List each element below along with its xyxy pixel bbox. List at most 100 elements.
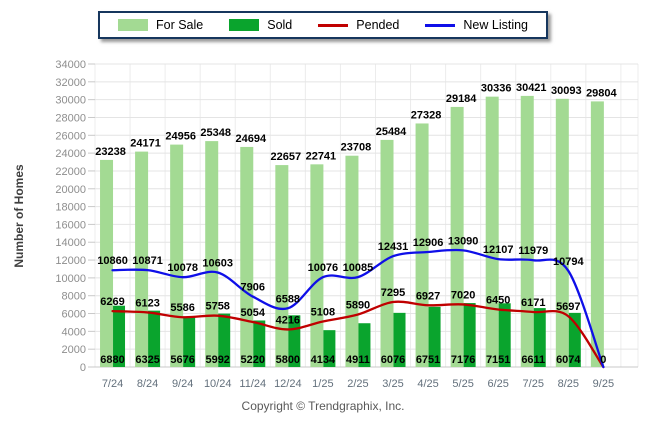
- pended-value-label: 5108: [311, 306, 335, 318]
- sold-value-label: 5676: [170, 354, 194, 366]
- new-listing-value-label: 10085: [343, 262, 374, 274]
- bar: [170, 144, 184, 367]
- for-sale-value-label: 22657: [271, 151, 302, 163]
- sold-value-label: 6074: [556, 354, 581, 366]
- x-tick-label: 10/24: [204, 378, 232, 390]
- bar: [323, 330, 336, 367]
- for-sale-value-label: 22741: [306, 150, 337, 162]
- y-axis-title: Number of Homes: [12, 164, 26, 268]
- bar: [463, 303, 476, 367]
- y-tick-label: 16000: [55, 219, 86, 231]
- sold-value-label: 7176: [451, 354, 475, 366]
- x-tick-label: 7/24: [102, 378, 123, 390]
- x-tick-label: 8/25: [558, 378, 579, 390]
- sold-swatch: [229, 19, 260, 31]
- legend-item-new-listing: New Listing: [425, 18, 528, 32]
- x-tick-label: 8/24: [137, 378, 158, 390]
- y-tick-label: 30000: [55, 95, 86, 107]
- legend-label: Pended: [356, 18, 400, 32]
- sold-value-label: 7151: [486, 354, 510, 366]
- new-listing-value-label: 10794: [553, 256, 584, 268]
- for-sale-value-label: 30336: [481, 83, 512, 95]
- new-listing-value-label: 10871: [132, 255, 163, 267]
- bar: [380, 139, 394, 367]
- y-tick-label: 22000: [55, 166, 86, 178]
- bar: [498, 303, 511, 367]
- pended-value-label: 6450: [486, 295, 510, 307]
- y-axis-ticks: 0 2000 4000 6000 8000 10000 12000 14000 16000 180…: [55, 59, 95, 374]
- pended-value-label: 6171: [521, 297, 545, 309]
- bar: [358, 323, 371, 367]
- bar: [240, 146, 254, 367]
- y-tick-label: 28000: [55, 112, 86, 124]
- sold-value-label: 5800: [276, 354, 300, 366]
- sold-value-label: 5220: [241, 354, 265, 366]
- for-sale-value-label: 25348: [200, 127, 231, 139]
- bar: [113, 305, 126, 367]
- pended-value-label: 6927: [416, 290, 440, 302]
- for-sale-value-label: 27328: [411, 109, 442, 121]
- bar: [533, 308, 546, 367]
- legend: For Sale Sold Pended New Listing: [97, 11, 549, 39]
- new-listing-value-label: 7906: [241, 282, 265, 294]
- x-tick-label: 6/25: [487, 378, 508, 390]
- sold-value-label: 6751: [416, 354, 440, 366]
- pended-value-label: 7020: [451, 289, 475, 301]
- y-tick-label: 32000: [55, 77, 86, 89]
- bar: [205, 141, 219, 367]
- x-tick-label: 3/25: [382, 378, 403, 390]
- bar: [275, 165, 289, 367]
- new-listing-value-label: 10078: [167, 262, 198, 274]
- x-tick-label: 2/25: [347, 378, 368, 390]
- legend-label: Sold: [267, 18, 293, 32]
- new-listing-value-label: 13090: [448, 235, 479, 247]
- y-tick-label: 24000: [55, 148, 86, 160]
- bar: [450, 106, 464, 367]
- bar: [555, 98, 569, 367]
- y-tick-label: 26000: [55, 130, 86, 142]
- pended-value-label: 5054: [241, 307, 266, 319]
- line-new-listing: [111, 248, 605, 369]
- y-tick-label: 10000: [55, 273, 86, 285]
- y-tick-label: 20000: [55, 184, 86, 196]
- sold-value-label: 6880: [100, 354, 124, 366]
- for-sale-value-label: 25484: [376, 126, 407, 138]
- y-tick-label: 8000: [62, 291, 86, 303]
- pended-value-label: 5697: [556, 301, 580, 313]
- y-tick-label: 14000: [55, 237, 86, 249]
- line-pended: [111, 300, 605, 369]
- bar: [520, 95, 534, 367]
- x-axis-labels: 7/24 8/24 9/24 10/24 11/24 12/24 1/25 2/25 3/25 4…: [102, 378, 614, 390]
- pended-value-label: 6123: [135, 297, 159, 309]
- legend-item-pended: Pended: [318, 18, 399, 32]
- bar: [218, 313, 231, 367]
- new-listing-value-label: 12431: [378, 241, 409, 253]
- pended-value-label: 5890: [346, 300, 370, 312]
- x-tick-label: 9/24: [172, 378, 193, 390]
- bar: [590, 101, 604, 367]
- bar: [428, 306, 441, 367]
- for-sale-value-label: 23708: [341, 142, 372, 154]
- bar: [100, 159, 114, 367]
- new-listing-value-label: 12107: [483, 244, 514, 256]
- sold-value-label: 4134: [311, 354, 336, 366]
- new-listing-value-label: 6588: [276, 293, 300, 305]
- y-tick-label: 12000: [55, 255, 86, 267]
- for-sale-value-label: 24694: [235, 133, 266, 145]
- sold-value-label: 4911: [346, 354, 370, 366]
- y-tick-label: 0: [80, 362, 86, 374]
- pended-swatch: [318, 23, 349, 27]
- y-tick-label: 34000: [55, 59, 86, 71]
- sold-value-label: 6325: [135, 354, 159, 366]
- bar: [485, 96, 499, 367]
- legend-item-sold: Sold: [229, 18, 292, 32]
- new-listing-value-label: 12906: [413, 237, 444, 249]
- y-tick-label: 6000: [62, 309, 86, 321]
- legend-item-for-sale: For Sale: [117, 18, 203, 32]
- new-listing-value-label: 10603: [202, 258, 233, 270]
- for-sale-swatch: [117, 19, 148, 31]
- new-listing-value-label: 10076: [308, 262, 339, 274]
- bar: [183, 316, 196, 367]
